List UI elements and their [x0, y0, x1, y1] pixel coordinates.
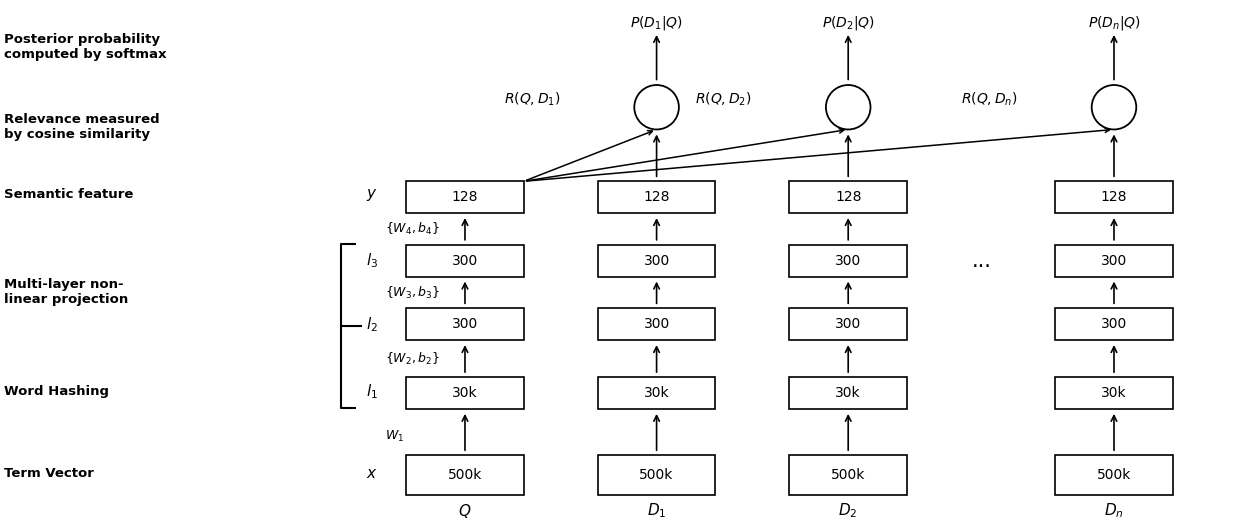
Text: $\{W_3,b_3\}$: $\{W_3,b_3\}$ [384, 285, 440, 301]
FancyBboxPatch shape [598, 181, 715, 213]
Text: $P(D_1|Q)$: $P(D_1|Q)$ [631, 13, 683, 31]
Text: $D_n$: $D_n$ [1104, 501, 1124, 520]
Text: $x$: $x$ [366, 467, 378, 481]
Text: 128: 128 [643, 190, 670, 204]
Text: 30k: 30k [452, 386, 478, 400]
FancyBboxPatch shape [1056, 181, 1172, 213]
FancyBboxPatch shape [406, 309, 524, 340]
Text: $l_2$: $l_2$ [366, 315, 378, 334]
Text: 500k: 500k [447, 468, 482, 482]
FancyBboxPatch shape [598, 455, 715, 495]
Text: 30k: 30k [1101, 386, 1126, 400]
Text: Word Hashing: Word Hashing [4, 386, 109, 398]
Text: 30k: 30k [644, 386, 669, 400]
Text: 300: 300 [835, 317, 861, 331]
Text: 30k: 30k [835, 386, 861, 400]
Text: $R(Q, D_2)$: $R(Q, D_2)$ [695, 90, 752, 108]
FancyBboxPatch shape [1056, 455, 1172, 495]
Text: Term Vector: Term Vector [4, 468, 94, 480]
FancyBboxPatch shape [1056, 309, 1172, 340]
Text: Semantic feature: Semantic feature [4, 188, 134, 201]
Text: 128: 128 [452, 190, 478, 204]
FancyBboxPatch shape [1056, 377, 1172, 409]
Text: $W_1$: $W_1$ [384, 429, 404, 444]
Text: $l_1$: $l_1$ [366, 383, 378, 401]
Text: 128: 128 [1100, 190, 1127, 204]
FancyBboxPatch shape [406, 455, 524, 495]
Text: Posterior probability
computed by softmax: Posterior probability computed by softma… [4, 33, 166, 61]
FancyBboxPatch shape [598, 309, 715, 340]
Text: 300: 300 [1101, 254, 1127, 268]
Text: $R(Q, D_n)$: $R(Q, D_n)$ [961, 90, 1017, 108]
Text: $D_1$: $D_1$ [647, 501, 667, 520]
Text: $D_2$: $D_2$ [839, 501, 857, 520]
Text: 300: 300 [643, 254, 670, 268]
Text: Multi-layer non-
linear projection: Multi-layer non- linear projection [4, 278, 128, 306]
Text: 128: 128 [835, 190, 861, 204]
Ellipse shape [634, 85, 679, 129]
Text: $\{W_4,b_4\}$: $\{W_4,b_4\}$ [384, 221, 440, 237]
Text: ...: ... [971, 251, 991, 271]
Text: Relevance measured
by cosine similarity: Relevance measured by cosine similarity [4, 113, 160, 140]
FancyBboxPatch shape [789, 245, 907, 277]
Text: $y$: $y$ [366, 187, 378, 203]
Text: $l_3$: $l_3$ [366, 251, 378, 270]
Text: $Q$: $Q$ [458, 502, 472, 520]
Text: $R(Q, D_1)$: $R(Q, D_1)$ [503, 90, 560, 108]
FancyBboxPatch shape [406, 377, 524, 409]
Ellipse shape [1092, 85, 1136, 129]
FancyBboxPatch shape [789, 455, 907, 495]
Text: $P(D_2|Q)$: $P(D_2|Q)$ [821, 13, 875, 31]
FancyBboxPatch shape [789, 377, 907, 409]
FancyBboxPatch shape [406, 181, 524, 213]
FancyBboxPatch shape [598, 245, 715, 277]
Text: 300: 300 [452, 254, 478, 268]
Text: $\{W_2,b_2\}$: $\{W_2,b_2\}$ [384, 351, 440, 367]
FancyBboxPatch shape [789, 181, 907, 213]
Text: 500k: 500k [639, 468, 674, 482]
Text: 300: 300 [643, 317, 670, 331]
Text: 300: 300 [835, 254, 861, 268]
FancyBboxPatch shape [406, 245, 524, 277]
Ellipse shape [826, 85, 871, 129]
FancyBboxPatch shape [789, 309, 907, 340]
FancyBboxPatch shape [1056, 245, 1172, 277]
Text: 500k: 500k [831, 468, 865, 482]
FancyBboxPatch shape [598, 377, 715, 409]
Text: 500k: 500k [1097, 468, 1131, 482]
Text: $P(D_n|Q)$: $P(D_n|Q)$ [1088, 13, 1140, 31]
Text: 300: 300 [452, 317, 478, 331]
Text: 300: 300 [1101, 317, 1127, 331]
